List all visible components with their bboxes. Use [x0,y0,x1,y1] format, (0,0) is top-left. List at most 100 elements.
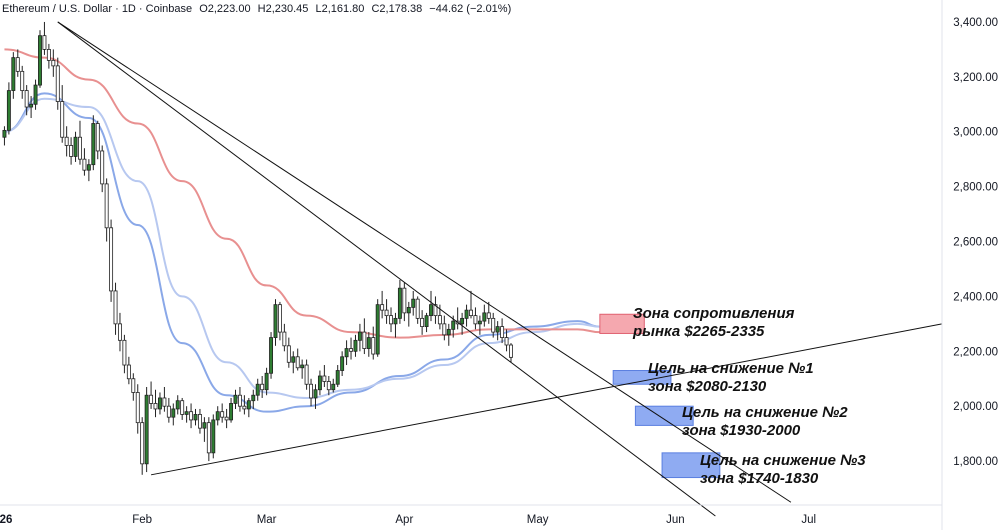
candle-body [362,331,367,349]
candle [38,30,42,88]
candle [193,408,198,426]
candle [335,365,340,387]
candle-body [375,304,380,355]
candle-body [180,400,185,415]
candle-body [211,419,216,454]
candle-body [286,345,291,363]
candle-body [158,397,162,410]
candle-body [246,400,251,410]
candle-body [331,383,336,391]
candle-body [313,389,318,399]
candle-body [95,123,100,152]
candle-body [20,70,25,91]
time-axis: 26 Feb Mar Apr May Jun Jul [0,514,816,526]
candle-body [309,383,313,399]
candle [46,43,51,69]
candle [420,310,425,335]
descending-line-shallow [57,21,792,503]
candle-body [477,320,482,325]
y-tick-label: 3,200.00 [953,72,998,84]
candle-body [469,309,473,317]
candle [375,299,380,357]
candle-body [251,394,256,402]
candle-body [433,304,438,317]
candle [229,397,234,423]
candle-body [269,337,274,374]
candle-body [215,411,220,421]
candle [158,392,162,415]
candle-body [38,35,42,86]
candle [291,351,296,374]
candle [215,406,220,426]
candle [251,389,256,409]
candle [286,337,291,368]
candle-body [100,150,105,185]
candle-body [446,328,451,336]
candle-body [424,315,429,328]
candle-body [397,287,402,319]
candle [322,365,327,387]
candle-body [344,348,349,358]
descending-line-steep [57,21,716,517]
candle [464,304,469,327]
candle-body [491,317,496,333]
target-1-label: Цель на снижение №1 зона $2080-2130 [648,360,814,396]
candle [429,290,433,322]
candle [24,85,29,116]
candle-body [340,356,345,371]
candle [51,49,56,77]
candle-body [33,84,38,105]
low-value: L2,161.80 [315,3,365,15]
candle [411,290,416,316]
candle [277,301,282,341]
resistance-zone-title: Зона сопротивления [633,305,795,322]
candle-body [486,312,491,319]
candle [122,334,127,374]
x-tick-label: May [527,514,549,526]
candle [384,299,389,324]
candle [460,312,465,335]
candle [162,386,167,412]
candle [2,126,7,146]
candle [224,408,229,429]
candle-body [402,287,407,314]
candle-body [304,364,309,385]
candle-body [153,403,158,410]
candle-body [29,103,34,108]
target-zone-1 [612,370,672,385]
candle-body [255,383,260,396]
candle-body [11,57,16,91]
y-tick-label: 3,000.00 [953,127,998,139]
candle [113,282,118,335]
candle-body [135,392,140,424]
candle-body [104,183,109,229]
target-2-title: Цель на снижение №2 [682,404,848,421]
y-tick-label: 2,800.00 [953,182,998,194]
candle-body [42,35,47,50]
target-2-label: Цель на снижение №2 зона $1930-2000 [682,404,848,440]
change-value: −44.62 (−2.01%) [429,3,512,15]
candle-body [460,317,465,325]
candle-body [149,394,154,404]
y-tick-label: 2,000.00 [953,401,998,413]
candle [309,378,313,407]
candle-body [482,312,487,322]
candle [304,359,309,390]
candle-body [171,408,176,418]
candle [455,307,460,330]
candle-body [335,370,340,385]
candle-body [220,411,225,418]
candle-body [202,422,207,429]
candle [144,386,149,473]
candle [233,389,238,409]
candle [29,96,34,119]
candle [331,378,336,393]
candle [109,219,114,302]
candle [211,414,216,459]
candle [362,318,367,355]
close-value: C2,178.38 [371,3,423,15]
ma-line-ema-slow [4,48,600,339]
candle-body [131,378,136,393]
candle-body [295,356,300,369]
